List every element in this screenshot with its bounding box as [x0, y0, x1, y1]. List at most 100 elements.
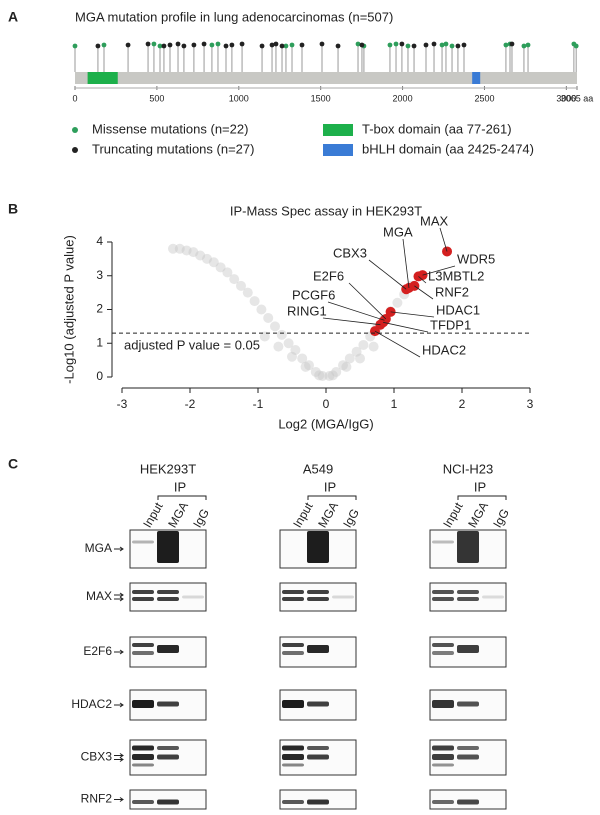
arrow [114, 797, 124, 802]
chart-title: IP-Mass Spec assay in HEK293T [230, 203, 422, 218]
mutation [215, 41, 221, 47]
band [432, 745, 454, 751]
point-label: E2F6 [313, 268, 344, 283]
point-label: MGA [383, 224, 413, 239]
point [341, 361, 352, 372]
threshold-label: adjusted P value = 0.05 [124, 338, 260, 353]
point [195, 250, 206, 261]
band [307, 799, 329, 805]
band [157, 746, 179, 750]
mutation [201, 41, 207, 47]
lane-label: Input [440, 499, 466, 530]
x-tick-label: -2 [185, 397, 196, 411]
mutation [521, 43, 527, 49]
ip-bracket [157, 495, 207, 500]
point-label: TFDP1 [430, 317, 471, 332]
band [157, 645, 179, 653]
band [432, 763, 454, 767]
band [457, 799, 479, 805]
band [157, 701, 179, 707]
mutation [72, 43, 78, 49]
mutation [423, 42, 429, 48]
lane-label: IgG [340, 506, 362, 530]
band [457, 746, 479, 750]
lane-label: IgG [190, 506, 212, 530]
y-tick-label: 4 [96, 234, 103, 248]
band [132, 700, 154, 708]
mutation [157, 43, 163, 49]
point [273, 341, 284, 352]
mutation [299, 42, 305, 48]
point [249, 296, 260, 307]
band [282, 700, 304, 708]
band [157, 597, 179, 601]
lane-label: IgG [490, 506, 512, 530]
mutation [259, 43, 265, 49]
point [344, 353, 355, 364]
x-tick-label: 3065 aa [561, 93, 594, 103]
band [457, 754, 479, 760]
leader-line [418, 276, 427, 284]
band [282, 745, 304, 751]
x-axis-label: Log2 (MGA/IgG) [278, 416, 373, 431]
x-tick-label: -3 [117, 397, 128, 411]
point [188, 247, 199, 258]
band [457, 597, 479, 601]
band [432, 754, 454, 760]
x-tick-label: 0 [323, 397, 330, 411]
protein-label: HDAC2 [71, 697, 112, 711]
band [307, 701, 329, 707]
y-tick-label: 2 [96, 302, 103, 316]
arrow [114, 757, 124, 762]
mutation [269, 42, 275, 48]
arrow [114, 592, 124, 598]
mutation [229, 42, 235, 48]
legend-label: bHLH domain (aa 2425-2474) [362, 141, 534, 156]
point [327, 370, 338, 381]
band [307, 746, 329, 750]
band [282, 597, 304, 601]
point-label: WDR5 [457, 251, 495, 266]
band [157, 531, 179, 563]
point [270, 321, 280, 332]
mutation [449, 43, 455, 49]
mutation [191, 42, 197, 48]
mutation [289, 42, 295, 48]
domain [87, 72, 118, 84]
band [432, 700, 454, 708]
mutation [355, 41, 361, 47]
point [304, 360, 314, 371]
x-tick-label: 1000 [229, 93, 249, 103]
band [432, 643, 454, 647]
mutation [181, 43, 187, 49]
mutation [399, 41, 405, 47]
mutation [405, 43, 411, 49]
band [132, 651, 154, 655]
x-tick-label: 3000 [556, 93, 576, 103]
point [168, 243, 178, 254]
point [310, 366, 321, 377]
mutation [95, 43, 101, 49]
cell-line-label: A549 [303, 461, 333, 476]
band [307, 597, 329, 601]
legend-swatch [323, 124, 353, 136]
band [132, 800, 154, 804]
band [132, 540, 154, 544]
hit-point [442, 246, 453, 257]
x-tick-label: 1500 [311, 93, 331, 103]
mutation [209, 42, 215, 48]
x-tick-label: 1 [391, 397, 398, 411]
protein-label: MGA [85, 541, 112, 555]
cell-line-label: HEK293T [140, 461, 196, 476]
mutation [283, 43, 289, 49]
point [351, 346, 362, 357]
legend-label: Missense mutations (n=22) [92, 121, 248, 136]
arrow [114, 649, 124, 655]
band [432, 651, 454, 655]
point [259, 331, 270, 342]
mutation [239, 41, 245, 47]
y-tick-label: 3 [96, 268, 103, 282]
band [432, 540, 454, 544]
mutation [509, 41, 515, 47]
